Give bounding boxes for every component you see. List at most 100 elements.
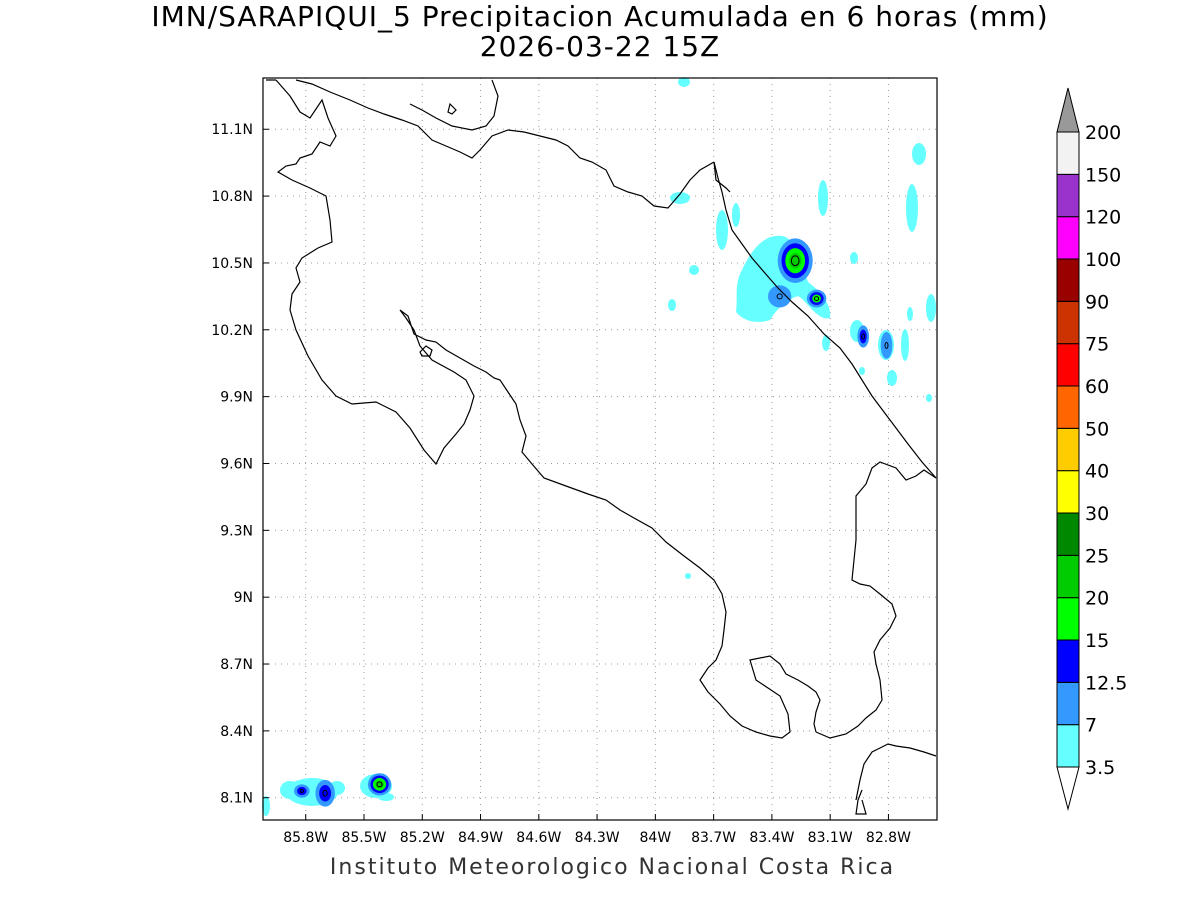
precip-patch <box>818 180 828 216</box>
nicaragua-coast <box>409 79 499 131</box>
lat-tick-label: 10.5N <box>211 256 253 272</box>
precip-cell <box>789 252 802 269</box>
colorbar-swatch <box>1056 427 1080 472</box>
nicoya-island <box>419 345 433 357</box>
precip-patch <box>736 235 831 322</box>
precip-patch <box>926 294 936 322</box>
colorbar-label: 15 <box>1085 630 1109 652</box>
precipitation-field <box>262 77 936 816</box>
colorbar-label: 25 <box>1085 545 1109 567</box>
precip-patch <box>822 335 830 351</box>
lat-tick-label: 9N <box>234 590 253 606</box>
colorbar-label: 50 <box>1085 418 1109 440</box>
precip-patch <box>678 77 690 87</box>
precip-cell <box>768 285 792 308</box>
footer-credit: Instituto Meteorologico Nacional Costa R… <box>329 855 896 880</box>
precip-patch <box>262 796 270 816</box>
precip-cell <box>880 332 893 359</box>
colorbar-swatch <box>1056 343 1080 387</box>
lat-tick-label: 8.1N <box>220 791 253 807</box>
island <box>447 102 457 115</box>
lon-tick-label: 85.2W <box>400 830 445 846</box>
colorbar-label: 120 <box>1085 207 1121 229</box>
precip-patch <box>906 184 918 232</box>
precip-patch <box>887 370 897 386</box>
colorbar-label: 40 <box>1085 461 1109 483</box>
precip-patch <box>280 781 300 799</box>
colorbar-label: 7 <box>1085 715 1097 737</box>
lon-tick-label: 84.9W <box>458 830 503 846</box>
precip-patch <box>850 252 858 264</box>
precip-patch <box>732 203 740 227</box>
lat-tick-label: 10.2N <box>211 323 253 339</box>
colorbar-swatch <box>1056 258 1080 302</box>
precip-patch <box>716 210 728 250</box>
colorbar-label: 3.5 <box>1085 757 1115 779</box>
colorbar-swatch <box>1056 173 1080 218</box>
nicaragua-border <box>266 79 715 209</box>
colorbar-swatch <box>1056 597 1080 641</box>
osa-peninsula-coast <box>815 461 937 739</box>
lat-tick-label: 9.3N <box>220 523 253 539</box>
precip-cell <box>297 786 307 796</box>
lon-tick-label: 83.7W <box>691 830 736 846</box>
precip-cell-contour <box>813 296 820 302</box>
colorbar-label: 90 <box>1085 291 1109 313</box>
lat-tick-label: 8.4N <box>220 724 253 740</box>
precip-patch <box>907 307 913 321</box>
lon-tick-label: 83.4W <box>749 830 794 846</box>
colorbar-min-arrow <box>1056 766 1080 811</box>
precipitation-cells <box>294 238 893 807</box>
colorbar-swatch <box>1056 554 1080 599</box>
precip-patch <box>668 299 676 311</box>
colorbar-label: 100 <box>1085 249 1121 271</box>
precip-patch <box>859 367 865 375</box>
lat-tick-label: 11.1N <box>211 122 253 138</box>
precip-patch <box>670 192 690 204</box>
lon-tick-label: 84W <box>640 830 672 846</box>
colorbar-swatch <box>1056 216 1080 260</box>
coastlines <box>266 79 937 815</box>
colorbar-swatch <box>1056 681 1080 726</box>
pacific-coastline <box>275 79 821 739</box>
caribbean-coastline <box>713 161 937 479</box>
colorbar-swatch <box>1056 512 1080 556</box>
precip-cell-contour <box>861 333 866 340</box>
map-frame <box>262 77 938 821</box>
precip-cell-contour <box>299 789 305 794</box>
lon-tick-label: 84.6W <box>516 830 561 846</box>
lat-tick-label: 10.8N <box>211 189 253 205</box>
precip-cell-contour <box>322 789 328 797</box>
title-line-1: IMN/SARAPIQUI_5 Precipitacion Acumulada … <box>151 0 1049 33</box>
lon-tick-label: 83.1W <box>808 830 853 846</box>
precip-patch <box>912 143 926 165</box>
precip-patch <box>926 394 932 402</box>
lat-tick-label: 9.6N <box>220 456 253 472</box>
lon-tick-label: 84.3W <box>575 830 620 846</box>
precip-cell <box>812 294 821 303</box>
precip-patch <box>685 573 691 579</box>
precip-cell-contour <box>376 781 383 788</box>
lat-tick-label: 9.9N <box>220 390 253 406</box>
colorbar-swatch <box>1056 300 1080 345</box>
colorbar-label: 20 <box>1085 588 1109 610</box>
lat-tick-label: 8.7N <box>220 657 253 673</box>
precip-patch <box>901 329 909 361</box>
colorbar-label: 60 <box>1085 376 1109 398</box>
grid-lines <box>263 78 937 820</box>
precip-cell <box>319 785 332 802</box>
colorbar-label: 150 <box>1085 164 1121 186</box>
precip-cell-contour <box>790 255 800 267</box>
lon-tick-label: 85.5W <box>341 830 386 846</box>
lon-tick-label: 85.8W <box>283 830 328 846</box>
colorbar-label: 200 <box>1085 122 1121 144</box>
precip-cell-contour <box>776 293 783 300</box>
axis-ticks: 85.8W 85.5W 85.2W 84.9W 84.6W 84.3W 84W 83.7W 83… <box>211 122 911 846</box>
lon-tick-label: 82.8W <box>866 830 911 846</box>
colorbar-label: 12.5 <box>1085 672 1127 694</box>
precip-cell <box>859 329 867 344</box>
rio-san-juan <box>713 161 731 193</box>
colorbar: 3.5 7 12.5 15 20 25 30 40 50 60 75 90 100 120 150 200 <box>1056 87 1127 811</box>
title-line-2: 2026-03-22 15Z <box>479 30 721 63</box>
